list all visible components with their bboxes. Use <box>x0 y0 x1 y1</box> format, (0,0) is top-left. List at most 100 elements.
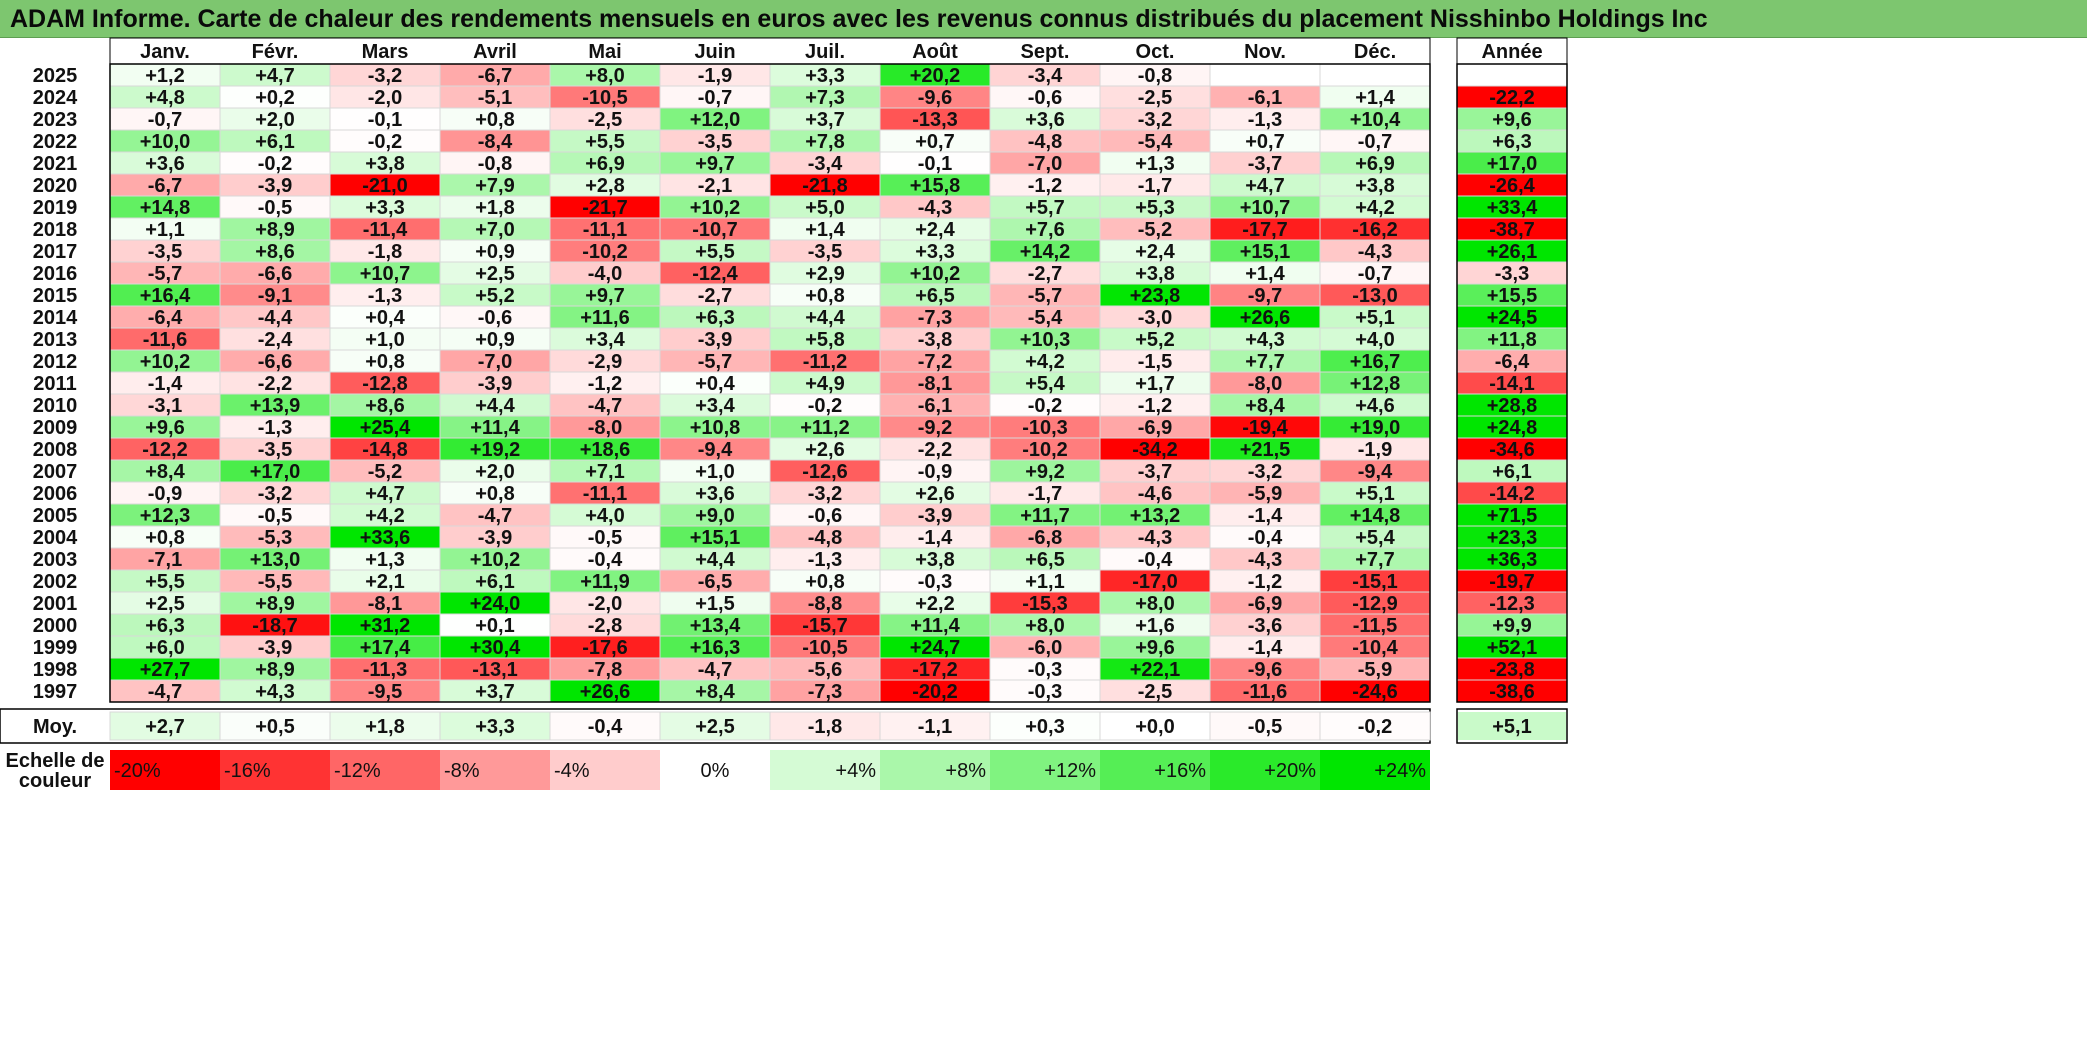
heat-cell-value: -1,3 <box>258 417 292 439</box>
heat-cell-value: -19,4 <box>1242 417 1288 439</box>
scale-swatch <box>440 750 550 790</box>
heat-cell-value: -5,3 <box>258 527 292 549</box>
page-title: ADAM Informe. Carte de chaleur des rende… <box>10 5 1708 33</box>
heat-cell-value: -15,1 <box>1352 571 1398 593</box>
annual-header-cell <box>1456 37 1568 65</box>
heat-cell-value: -3,8 <box>918 329 952 351</box>
heat-cell-value: -6,6 <box>258 263 292 285</box>
heat-cell-value: +11,4 <box>910 615 960 637</box>
heat-cell-value: +7,1 <box>585 461 624 483</box>
annual-cell-value: +11,8 <box>1487 329 1537 351</box>
heat-cell-value: -12,2 <box>142 439 188 461</box>
annual-cell-value: -23,8 <box>1489 659 1535 681</box>
average-cell-value: +1,8 <box>365 716 404 738</box>
average-annual-border <box>1456 708 1568 744</box>
scale-swatch <box>330 750 440 790</box>
year-label: 2008 <box>33 439 78 461</box>
heat-cell-value: +1,4 <box>805 219 845 241</box>
annual-cell-value: -3,3 <box>1495 263 1529 285</box>
year-label: 2013 <box>33 329 78 351</box>
heat-cell-value: -4,3 <box>1248 549 1282 571</box>
annual-cell-value: +24,5 <box>1487 307 1538 329</box>
heat-cell-value: +6,5 <box>1025 549 1064 571</box>
heat-cell-value: -1,9 <box>1358 439 1392 461</box>
heat-cell-value: -0,4 <box>1248 527 1283 549</box>
heat-cell-value: +5,2 <box>1135 329 1174 351</box>
annual-cell-value: -26,4 <box>1489 175 1535 197</box>
annual-cell-value: -38,7 <box>1489 219 1535 241</box>
heat-cell-value: -0,3 <box>918 571 952 593</box>
month-header-5: Juin <box>694 41 735 63</box>
year-label: 2009 <box>33 417 78 439</box>
heat-cell-value: -0,8 <box>478 153 512 175</box>
heat-cell-value: +3,8 <box>1355 175 1394 197</box>
heat-grid-border <box>109 63 1431 703</box>
heat-cell-value: +3,4 <box>695 395 735 417</box>
heat-cell-value: +1,4 <box>1355 87 1395 109</box>
heat-cell-value: +8,0 <box>1025 615 1064 637</box>
heat-cell-value: -0,7 <box>148 109 182 131</box>
average-annual-cell <box>1458 712 1566 740</box>
year-label: 2021 <box>33 153 78 175</box>
heat-cell-value: -12,6 <box>802 461 848 483</box>
heat-cell-value: -3,5 <box>698 131 732 153</box>
month-header-10: Nov. <box>1244 41 1286 63</box>
heat-cell-value: +2,4 <box>1135 241 1175 263</box>
heat-cell-value: +1,4 <box>1245 263 1285 285</box>
heat-cell-value: -4,7 <box>478 505 512 527</box>
heat-cell-value: +22,1 <box>1130 659 1181 681</box>
heat-cell-value: +14,8 <box>1350 505 1401 527</box>
heat-cell-value: -7,2 <box>918 351 952 373</box>
heat-cell-value: -7,0 <box>478 351 512 373</box>
heat-cell-value: +3,3 <box>915 241 954 263</box>
average-cell-value: -0,5 <box>1248 716 1282 738</box>
heat-cell-value: +2,2 <box>915 593 954 615</box>
heat-cell-value: +6,3 <box>145 615 184 637</box>
heat-cell-value: -0,5 <box>258 505 292 527</box>
year-label: 2000 <box>33 615 78 637</box>
heat-cell-value: -2,2 <box>258 373 292 395</box>
heat-cell-value: -1,4 <box>148 373 183 395</box>
heat-cell-value: -4,8 <box>1028 131 1062 153</box>
heat-cell-value: -6,1 <box>1248 87 1282 109</box>
heat-cell-value: -10,7 <box>692 219 738 241</box>
heat-cell-value: +4,4 <box>475 395 515 417</box>
year-label: 2010 <box>33 395 78 417</box>
annual-cell-value: +6,1 <box>1492 461 1531 483</box>
heat-cell-value: -9,1 <box>258 285 292 307</box>
heat-cell-value: +10,2 <box>690 197 741 219</box>
heat-cell-value: +0,2 <box>255 87 294 109</box>
heat-cell-value: +5,1 <box>1355 307 1394 329</box>
heat-cell-value: -13,3 <box>912 109 958 131</box>
heat-cell-value: -5,7 <box>1028 285 1062 307</box>
heat-cell-value: -0,2 <box>808 395 842 417</box>
annual-cell-value: +15,5 <box>1487 285 1538 307</box>
year-label: 1998 <box>33 659 78 681</box>
annual-cell-value: +9,6 <box>1492 109 1531 131</box>
month-header-4: Mai <box>588 41 621 63</box>
heat-cell-value: -10,5 <box>802 637 848 659</box>
heat-cell-value: +8,4 <box>695 681 735 703</box>
heat-cell-value: +16,4 <box>140 285 191 307</box>
heat-cell-value: +16,7 <box>1350 351 1401 373</box>
heat-cell-value: -8,0 <box>588 417 622 439</box>
heat-cell-value: +0,7 <box>915 131 954 153</box>
year-label: 2012 <box>33 351 78 373</box>
heat-cell-value: +1,7 <box>1135 373 1174 395</box>
heat-cell-value: -12,9 <box>1352 593 1398 615</box>
month-header-9: Oct. <box>1136 41 1175 63</box>
heat-cell-value: -8,1 <box>368 593 402 615</box>
heat-cell-value: -1,4 <box>1248 505 1283 527</box>
heat-cell-value: +3,7 <box>805 109 844 131</box>
heat-cell-value: +1,1 <box>145 219 184 241</box>
heat-cell-value: -1,7 <box>1028 483 1062 505</box>
heat-cell-value: +7,0 <box>475 219 514 241</box>
heat-cell-value: +4,4 <box>805 307 845 329</box>
heat-cell-value: +3,4 <box>585 329 625 351</box>
heat-cell-value: +4,7 <box>1245 175 1284 197</box>
heat-cell-value: +19,0 <box>1350 417 1401 439</box>
heat-cell-value: +11,4 <box>470 417 520 439</box>
heat-cell-value: -10,2 <box>1022 439 1068 461</box>
heat-cell-value: +12,8 <box>1350 373 1401 395</box>
heat-cell-value: -13,1 <box>472 659 518 681</box>
